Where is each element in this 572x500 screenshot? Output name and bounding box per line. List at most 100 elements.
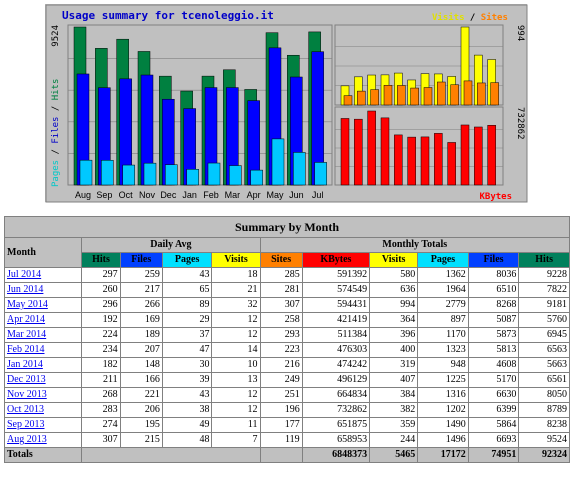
cell-sites: 258 [259,312,303,328]
sites-bar [410,87,419,106]
month-label: Feb [203,190,219,200]
cell-visits: 244 [369,432,419,448]
cell-d-hits: 260 [81,282,121,298]
cell-sites: 285 [259,267,303,283]
sites-bar [357,90,366,106]
kbytes-bars [340,110,496,186]
month-link[interactable]: Jun 2014 [7,284,44,295]
cell-d-pages: 43 [161,387,213,403]
month-link[interactable]: Nov 2013 [7,389,47,400]
cell-d-visits: 13 [211,372,261,388]
month-link[interactable]: Oct 2013 [7,404,44,415]
cell-files: 5873 [467,327,520,343]
cell-files: 5087 [467,312,520,328]
month-link[interactable]: Jan 2014 [7,359,43,370]
cell-files: 6630 [467,387,520,403]
cell-d-hits: 192 [81,312,121,328]
cell-sites: 177 [259,417,303,433]
month-link[interactable]: May 2014 [7,299,48,310]
pages-bar [250,169,263,186]
month-cell: Jan 2014 [3,357,83,373]
cell-d-visits: 11 [211,417,261,433]
cell-files: 5170 [467,372,520,388]
cell-d-files: 189 [119,327,163,343]
cell-d-pages: 38 [161,402,213,418]
totals-sites-empty [259,447,303,463]
cell-kbytes: 594431 [301,297,371,313]
cell-d-visits: 10 [211,357,261,373]
cell-pages: 1323 [417,342,469,358]
col-avg-files: Files [119,252,163,268]
table-row: Jun 2014 260 217 65 21 281 574549 636 1964 6510 78… [3,282,570,298]
pages-bar [165,164,178,186]
cell-files: 8268 [467,297,520,313]
table-row: Apr 2014 192 169 29 12 258 421419 364 897 5087 576… [3,312,570,328]
cell-pages: 1170 [417,327,469,343]
cell-hits: 6563 [518,342,570,358]
month-cell: Feb 2014 [3,342,83,358]
cell-visits: 364 [369,312,419,328]
col-pages: Pages [417,252,469,268]
cell-d-files: 207 [119,342,163,358]
cell-d-visits: 32 [211,297,261,313]
table-row: Dec 2013 211 166 39 13 249 496129 407 1225 5170 65… [3,372,570,388]
kbytes-bar [340,118,350,186]
cell-pages: 1964 [417,282,469,298]
month-cell: Jul 2014 [3,267,83,283]
cell-kbytes: 732862 [301,402,371,418]
cell-hits: 9524 [518,432,570,448]
cell-d-hits: 268 [81,387,121,403]
totals-label: Totals [3,447,83,463]
table-row: May 2014 296 266 89 32 307 594431 994 2779 8268 91… [3,297,570,313]
cell-hits: 9181 [518,297,570,313]
month-link[interactable]: Jul 2014 [7,269,42,280]
cell-d-files: 221 [119,387,163,403]
cell-visits: 382 [369,402,419,418]
cell-kbytes: 474242 [301,357,371,373]
month-header: Month [3,237,83,268]
cell-d-visits: 7 [211,432,261,448]
sites-bar [437,81,446,106]
cell-files: 6510 [467,282,520,298]
table-row: Oct 2013 283 206 38 12 196 732862 382 1202 6399 87… [3,402,570,418]
cell-files: 5864 [467,417,520,433]
month-link[interactable]: Aug 2013 [7,434,47,445]
month-link[interactable]: Sep 2013 [7,419,45,430]
pages-bar [293,152,306,186]
month-link[interactable]: Mar 2014 [7,329,47,340]
month-cell: Dec 2013 [3,372,83,388]
cell-hits: 5760 [518,312,570,328]
cell-d-pages: 30 [161,357,213,373]
kbytes-bar [354,118,363,186]
cell-d-pages: 37 [161,327,213,343]
cell-d-pages: 48 [161,432,213,448]
kbytes-bar [434,133,443,186]
col-avg-visits: Visits [211,252,261,268]
cell-kbytes: 421419 [301,312,371,328]
month-link[interactable]: Dec 2013 [7,374,46,385]
month-label: Dec [160,190,177,200]
month-cell: Apr 2014 [3,312,83,328]
sites-bar [450,84,459,106]
kbytes-bar [420,136,430,186]
cell-d-visits: 12 [211,312,261,328]
cell-sites: 223 [259,342,303,358]
cell-d-hits: 297 [81,267,121,283]
table-body: Jul 2014 297 259 43 18 285 591392 580 1362 8036 92… [3,267,570,448]
cell-hits: 7822 [518,282,570,298]
totals-visits: 5465 [369,447,419,463]
sites-bar [370,89,379,106]
totals-pages: 17172 [417,447,469,463]
col-sites: Sites [259,252,303,268]
summary-by-month-table: Summary by Month Month Daily Avg Monthly… [3,216,571,463]
cell-kbytes: 658953 [301,432,371,448]
hits-bars [73,26,327,186]
cell-d-files: 266 [119,297,163,313]
month-link[interactable]: Feb 2014 [7,344,45,355]
month-link[interactable]: Apr 2014 [7,314,46,325]
cell-d-files: 148 [119,357,163,373]
cell-d-files: 259 [119,267,163,283]
totals-daily-empty [81,447,261,463]
kbytes-bar [474,126,483,186]
month-label: Nov [139,190,156,200]
